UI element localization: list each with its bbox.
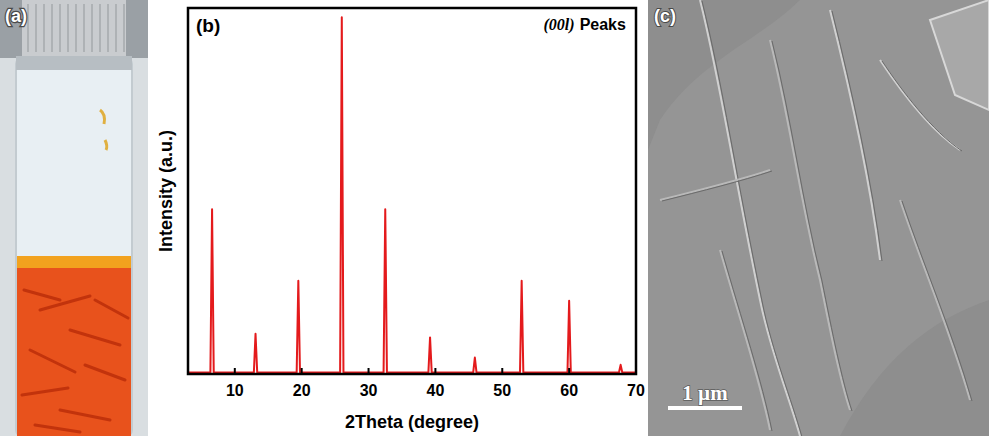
x-tick-label: 20: [293, 382, 311, 399]
cap-ridge: [51, 4, 53, 52]
plot-area: [188, 8, 636, 374]
crystal: [35, 425, 80, 432]
x-tick-label: 10: [226, 382, 244, 399]
vial-glass: [16, 58, 132, 436]
x-tick-label: 70: [627, 382, 645, 399]
cap-ridge: [43, 4, 45, 52]
panel-label: (c): [654, 6, 676, 26]
x-tick-label: 40: [427, 382, 445, 399]
figure: (a) 10 20 30 40 50 60 70 2Theta (degree) Intensit…: [0, 0, 989, 436]
vial-neck: [16, 56, 132, 70]
x-tick: [635, 368, 637, 374]
x-axis-title: 2Theta (degree): [345, 412, 479, 432]
annotation: (00l): [544, 16, 575, 34]
crystal: [85, 365, 125, 380]
panel-b: 10 20 30 40 50 60 70 2Theta (degree) Intensity (…: [156, 8, 645, 432]
liquid-surface: [17, 256, 131, 268]
cap-ridge: [107, 4, 109, 52]
cap-ridge: [35, 4, 37, 52]
photo-background: [0, 0, 148, 436]
sem-shadow: [702, 1, 802, 436]
cap-ridge: [99, 4, 101, 52]
crystal: [30, 350, 75, 372]
xrd-pattern: [188, 17, 636, 372]
cap-ridge: [67, 4, 69, 52]
sem-shadow: [772, 41, 852, 411]
data-group: [188, 17, 636, 372]
plot-frame: [188, 8, 636, 374]
x-tick: [234, 368, 236, 374]
sem-shadow: [832, 11, 882, 261]
sem-wrinkle: [900, 200, 970, 400]
cap-ridge: [123, 4, 125, 52]
liquid: [17, 268, 131, 436]
x-tick: [301, 368, 303, 374]
panel-label: (a): [5, 6, 27, 26]
vial-cap: [22, 0, 126, 56]
cap-ridge: [75, 4, 77, 52]
crystal: [60, 410, 110, 420]
sem-shadow: [662, 171, 772, 201]
cap-ridge: [59, 4, 61, 52]
cap-ridge: [27, 4, 29, 52]
y-axis-title: Intensity (a.u.): [156, 130, 176, 252]
x-tick-label: 30: [360, 382, 378, 399]
x-tick: [501, 368, 503, 374]
cap-ridge: [83, 4, 85, 52]
x-tick-label: 50: [493, 382, 511, 399]
x-tick-label: 60: [560, 382, 578, 399]
crystal: [22, 388, 68, 395]
sem-flake: [648, 0, 989, 436]
photo-background-top: [0, 0, 148, 58]
cap-ridge: [115, 4, 117, 52]
sem-wrinkle: [830, 10, 880, 260]
annotation: Peaks: [580, 16, 626, 33]
crystal: [40, 296, 90, 310]
crystal: [95, 300, 128, 318]
sem-wrinkle: [660, 170, 770, 200]
panel-c: (c) 1 µm: [648, 0, 989, 436]
crystal: [70, 330, 120, 345]
crystal: [24, 290, 60, 300]
sem-wrinkle: [700, 0, 800, 436]
sem-shadow: [722, 251, 772, 431]
sem-background: [648, 0, 989, 436]
scale-bar-label: 1 µm: [682, 381, 728, 405]
cap-ridge: [91, 4, 93, 52]
x-tick: [434, 368, 436, 374]
panel-label: (b): [196, 15, 220, 36]
sem-fold: [930, 0, 989, 110]
scale-bar: [668, 406, 742, 410]
sem-shadow: [902, 201, 972, 401]
x-tick: [368, 368, 370, 374]
panel-a: (a): [0, 0, 148, 436]
x-tick: [568, 368, 570, 374]
residue: [100, 110, 107, 150]
